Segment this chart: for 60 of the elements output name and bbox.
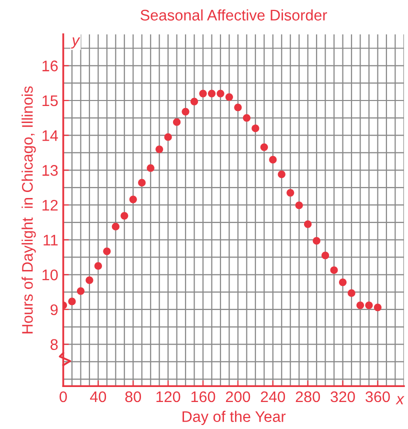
point: [129, 196, 137, 204]
point: [304, 220, 312, 228]
point: [322, 252, 330, 260]
point: [269, 156, 277, 164]
text: x: [396, 396, 404, 404]
point: [120, 212, 128, 220]
point: [312, 237, 320, 245]
point: [190, 98, 198, 106]
point: [86, 276, 94, 284]
point: [146, 164, 154, 172]
point: [242, 114, 250, 122]
x-tick-label: 240: [260, 391, 286, 402]
point: [112, 222, 120, 230]
point: [216, 90, 224, 98]
point: [199, 90, 207, 98]
x-tick-label: 200: [226, 391, 250, 402]
x-tick-label: 280: [296, 391, 320, 402]
point: [182, 108, 190, 116]
point: [260, 143, 268, 151]
point: [374, 304, 382, 312]
x-tick-label: 80: [125, 391, 142, 402]
point: [286, 188, 294, 197]
point: [172, 118, 181, 126]
point: [338, 278, 347, 286]
y-axis-title: Hours of Daylight in Chicago, Illinois: [22, 86, 36, 334]
point: [295, 202, 303, 210]
y-tick-label: 8: [50, 339, 58, 350]
y-tick-label: 12: [42, 200, 58, 211]
y-tick-label: 14: [42, 130, 58, 141]
point: [234, 104, 242, 112]
x-tick-label: 160: [191, 391, 216, 402]
point: [225, 93, 234, 101]
point: [278, 170, 286, 178]
x-tick-label: 360: [366, 391, 390, 402]
point: [94, 262, 102, 270]
point: [208, 90, 216, 98]
x-axis-title: Day of the Year: [182, 410, 286, 425]
point: [356, 301, 364, 310]
x-tick-label: 40: [90, 391, 106, 402]
y-tick-label: 9: [50, 304, 58, 316]
point: [103, 248, 111, 256]
x-tick-label: 120: [156, 391, 180, 402]
y-tick-label: 10: [42, 270, 58, 280]
y-tick-label: 15: [42, 96, 58, 106]
point: [156, 145, 164, 154]
point: [138, 178, 146, 186]
y-tick-label: 11: [44, 234, 58, 246]
point: [330, 266, 338, 274]
point: [365, 301, 373, 310]
annotation: y: [70, 37, 80, 49]
x-tick-label: 0: [60, 391, 67, 402]
y-tick-label: 16: [42, 60, 58, 72]
point: [348, 289, 356, 297]
x-tick-label: 320: [330, 391, 355, 402]
point: [252, 124, 260, 132]
chart-title: Seasonal Affective Disorder: [140, 9, 328, 21]
point: [68, 298, 76, 306]
point: [164, 133, 172, 141]
point: [76, 287, 85, 295]
y-tick-label: 13: [42, 165, 58, 176]
